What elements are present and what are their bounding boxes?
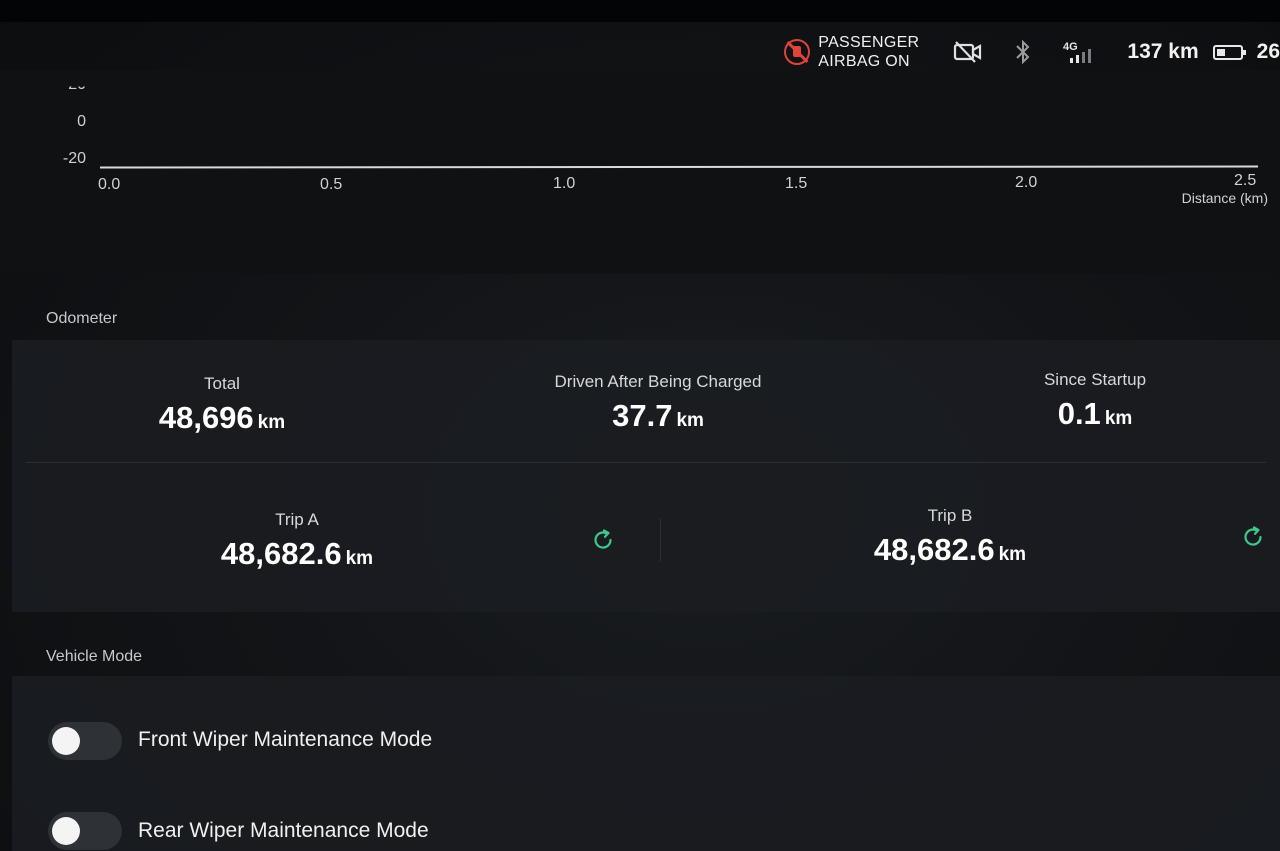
airbag-status-line1: PASSENGER (818, 34, 920, 51)
rear-wiper-label: Rear Wiper Maintenance Mode (138, 819, 429, 842)
energy-chart: 20 0 -20 0.0 0.5 1.0 1.5 2.0 2.5 Distanc… (0, 70, 1280, 274)
trip-b-label: Trip B (927, 506, 973, 525)
trip-b-unit: km (998, 544, 1027, 565)
screen-bezel (0, 0, 1280, 22)
y-tick-label: 20 (68, 76, 86, 93)
airbag-status-line2: AIRBAG ON (818, 53, 910, 70)
battery-percent: 26 (1256, 40, 1280, 63)
bluetooth-icon[interactable] (1013, 39, 1033, 65)
vehicle-mode-section-title: Vehicle Mode (46, 648, 143, 665)
trip-a-value: 48,682.6 (220, 536, 342, 571)
trip-b-value: 48,682.6 (873, 532, 995, 567)
reset-trip-a-icon[interactable] (591, 528, 615, 552)
after-charge-label: Driven After Being Charged (554, 372, 762, 391)
network-label: 4G (1063, 41, 1078, 53)
trip-b-odometer: Trip B 48,682.6 km (835, 506, 1065, 568)
toggle-knob (52, 817, 80, 845)
x-tick-label: 1.0 (553, 175, 576, 192)
odometer-panel: Total 48,696 km Driven After Being Charge… (12, 340, 1280, 612)
chart-series-line (99, 165, 1259, 169)
front-wiper-toggle[interactable] (48, 722, 122, 760)
odometer-section-title: Odometer (46, 310, 118, 327)
total-value: 48,696 (158, 400, 254, 435)
y-tick-label: -20 (62, 150, 86, 167)
after-charge-value: 37.7 (612, 398, 673, 433)
rear-wiper-toggle[interactable] (48, 812, 122, 850)
x-tick-label: 1.5 (785, 175, 808, 192)
battery-icon (1212, 44, 1246, 60)
vehicle-mode-panel: Front Wiper Maintenance Mode Rear Wiper … (12, 676, 1280, 851)
x-axis-label: Distance (km) (1181, 190, 1268, 206)
trip-divider (660, 518, 661, 562)
trip-a-odometer: Trip A 48,682.6 km (182, 510, 412, 572)
status-bar: PASSENGER AIRBAG ON 4G 137 km 26 (784, 30, 1280, 74)
x-tick-label: 2.5 (1234, 172, 1257, 189)
passenger-airbag-icon (784, 39, 811, 65)
front-wiper-label: Front Wiper Maintenance Mode (138, 728, 433, 751)
after-charge-unit: km (676, 410, 704, 431)
x-tick-label: 0.0 (98, 176, 121, 193)
reset-trip-b-icon[interactable] (1241, 525, 1265, 549)
since-startup-odometer: Since Startup 0.1 km (1015, 370, 1175, 432)
trip-a-label: Trip A (275, 510, 319, 529)
passenger-airbag-indicator: PASSENGER AIRBAG ON (784, 33, 919, 71)
trip-a-unit: km (345, 548, 374, 569)
since-startup-unit: km (1104, 408, 1133, 429)
total-label: Total (204, 374, 240, 393)
since-startup-label: Since Startup (1043, 370, 1147, 389)
since-startup-value: 0.1 (1057, 396, 1101, 431)
total-odometer: Total 48,696 km (122, 374, 322, 436)
after-charge-odometer: Driven After Being Charged 37.7 km (508, 372, 808, 434)
toggle-knob (52, 727, 80, 755)
odometer-divider (26, 462, 1266, 463)
4g-signal-icon: 4G (1063, 39, 1097, 65)
x-tick-label: 2.0 (1015, 174, 1038, 191)
x-tick-label: 0.5 (320, 176, 343, 193)
total-unit: km (257, 412, 286, 433)
range-readout: 137 km (1127, 40, 1199, 63)
y-tick-label: 0 (77, 113, 86, 130)
camera-off-icon (953, 40, 983, 64)
